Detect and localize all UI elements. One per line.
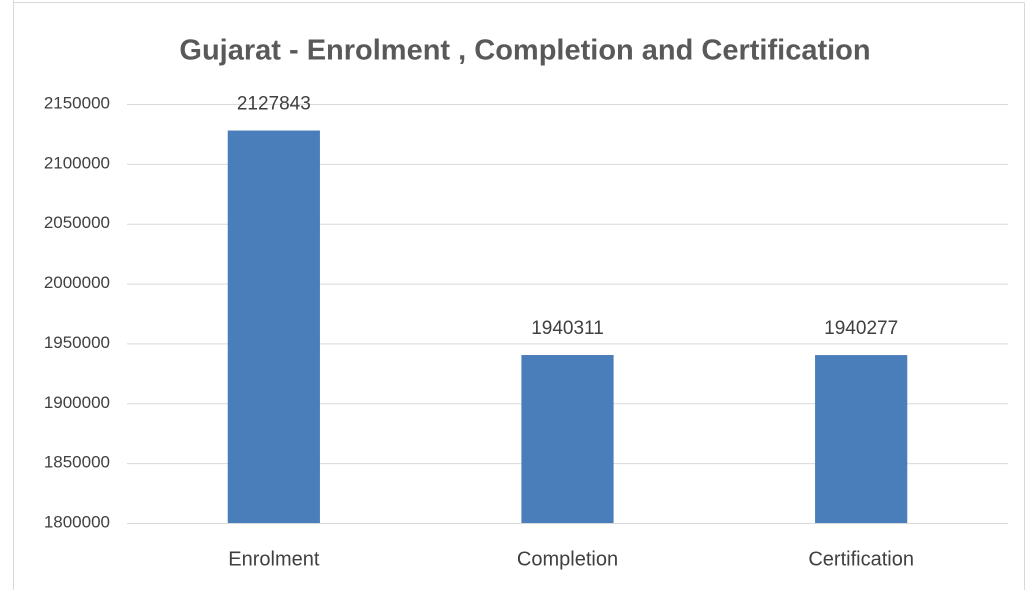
y-tick-label: 2100000	[44, 153, 110, 172]
y-tick-label: 2000000	[44, 273, 110, 292]
y-tick-label: 2050000	[44, 213, 110, 232]
y-tick-label: 1850000	[44, 453, 110, 472]
y-tick-label: 1900000	[44, 393, 110, 412]
bar	[521, 355, 614, 523]
data-label: 1940311	[531, 318, 604, 339]
x-tick-label: Enrolment	[228, 548, 320, 570]
y-tick-label: 2150000	[44, 93, 110, 112]
x-tick-label: Certification	[808, 548, 914, 570]
chart-title: Gujarat - Enrolment , Completion and Cer…	[179, 35, 870, 67]
data-label: 2127843	[237, 94, 311, 115]
y-tick-label: 1950000	[44, 333, 110, 352]
x-tick-label: Completion	[517, 548, 618, 570]
y-tick-label: 1800000	[44, 512, 110, 531]
bar	[227, 130, 320, 524]
bar	[815, 355, 908, 523]
data-label: 1940277	[824, 318, 898, 339]
